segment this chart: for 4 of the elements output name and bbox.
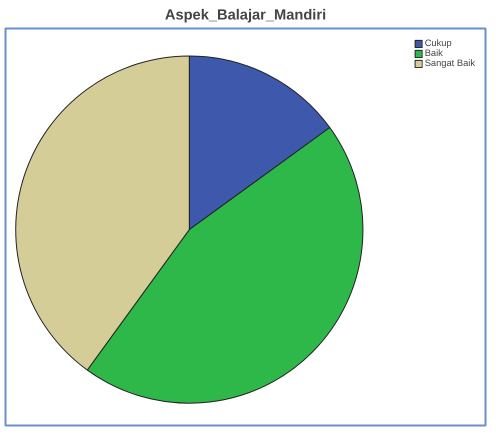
legend-label: Sangat Baik — [424, 58, 475, 68]
chart-title: Aspek_Balajar_Mandiri — [164, 8, 326, 24]
legend-label: Baik — [424, 48, 444, 58]
legend-label: Cukup — [424, 38, 452, 48]
